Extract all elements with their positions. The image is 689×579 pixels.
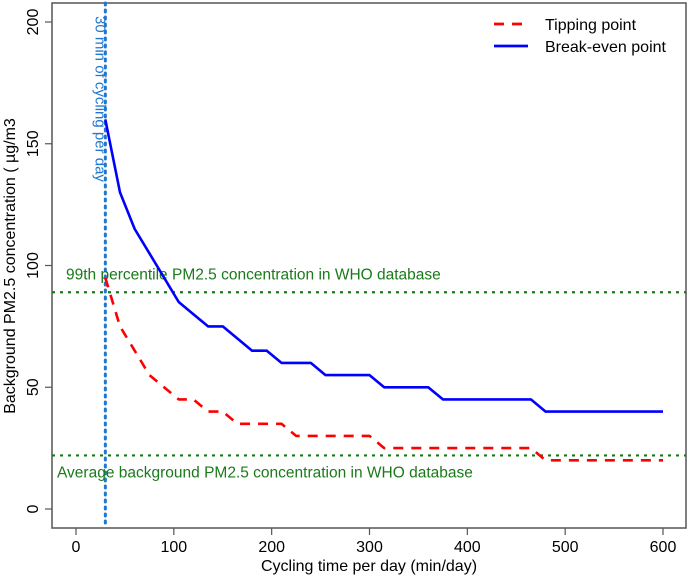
legend-label: Break-even point — [545, 39, 667, 56]
series-group — [104, 119, 664, 462]
x-tick-label: 600 — [650, 539, 677, 556]
horizontal-reference-label: Average background PM2.5 concentration i… — [57, 464, 473, 481]
x-tick-label: 200 — [258, 539, 285, 556]
y-tick-label: 200 — [25, 9, 42, 36]
reference-lines: 30 min of cycling per day 99th percentile… — [52, 1, 686, 530]
y-tick-label: 0 — [25, 504, 42, 513]
legend-label: Tipping point — [545, 17, 637, 34]
y-axis-label: Background PM2.5 concentration ( µg/m3 — [2, 118, 19, 414]
y-tick-label: 100 — [25, 252, 42, 279]
x-tick-label: 500 — [552, 539, 579, 556]
x-axis-label: Cycling time per day (min/day) — [261, 558, 477, 575]
x-axis: 0 100 200 300 400 500 600 — [72, 528, 677, 556]
x-tick-label: 100 — [160, 539, 187, 556]
series-line-tipping-point — [104, 277, 663, 462]
horizontal-reference-label: 99th percentile PM2.5 concentration in W… — [66, 266, 441, 283]
y-tick-label: 50 — [25, 378, 42, 396]
x-tick-label: 0 — [72, 539, 81, 556]
legend: Tipping point Break-even point — [494, 17, 667, 56]
vertical-reference-label: 30 min of cycling per day — [91, 16, 108, 182]
x-tick-label: 400 — [454, 539, 481, 556]
series-line-break-even-point — [104, 119, 663, 413]
y-tick-label: 150 — [25, 130, 42, 157]
y-axis: 0 50 100 150 200 — [25, 9, 52, 513]
x-tick-label: 300 — [356, 539, 383, 556]
